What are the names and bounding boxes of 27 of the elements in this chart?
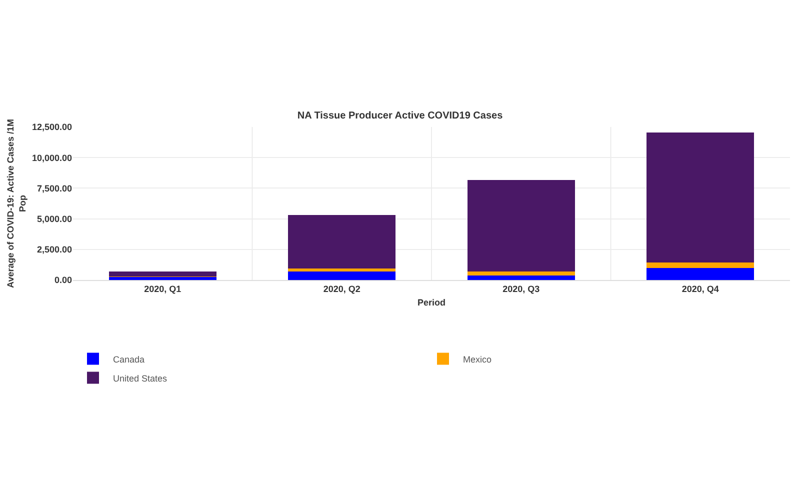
y-axis-title: Average of COVID-19: Active Cases /1M Pop [6,119,28,288]
bar [467,276,575,280]
bar [288,215,396,269]
y-tick-label: 2,500.00 [36,244,72,255]
x-tick-label: 2020, Q3 [502,284,540,294]
bar [288,271,396,280]
y-tick-label: 5,000.00 [36,214,72,224]
legend-label: United States [113,373,168,384]
bar [646,262,754,268]
legend-label: Mexico [463,354,492,364]
y-tick-label: 0.00 [54,275,72,286]
bar [288,268,396,272]
y-tick-label: 12,500.00 [32,122,72,132]
x-tick-label: 2020, Q2 [323,284,360,294]
x-axis-title: Period [417,298,446,308]
bar [467,272,575,276]
x-tick-label: 2020, Q4 [682,284,719,294]
bar [108,276,216,280]
bar [467,180,575,272]
x-tick-label: 2020, Q1 [144,284,182,294]
legend-label: Canada [113,354,145,364]
bar [108,272,216,277]
y-tick-label: 7,500.00 [36,183,72,194]
bar [646,268,754,280]
y-tick-label: 10,000.00 [32,152,72,163]
chart-title: NA Tissue Producer Active COVID19 Cases [297,110,504,122]
bar [646,132,754,262]
